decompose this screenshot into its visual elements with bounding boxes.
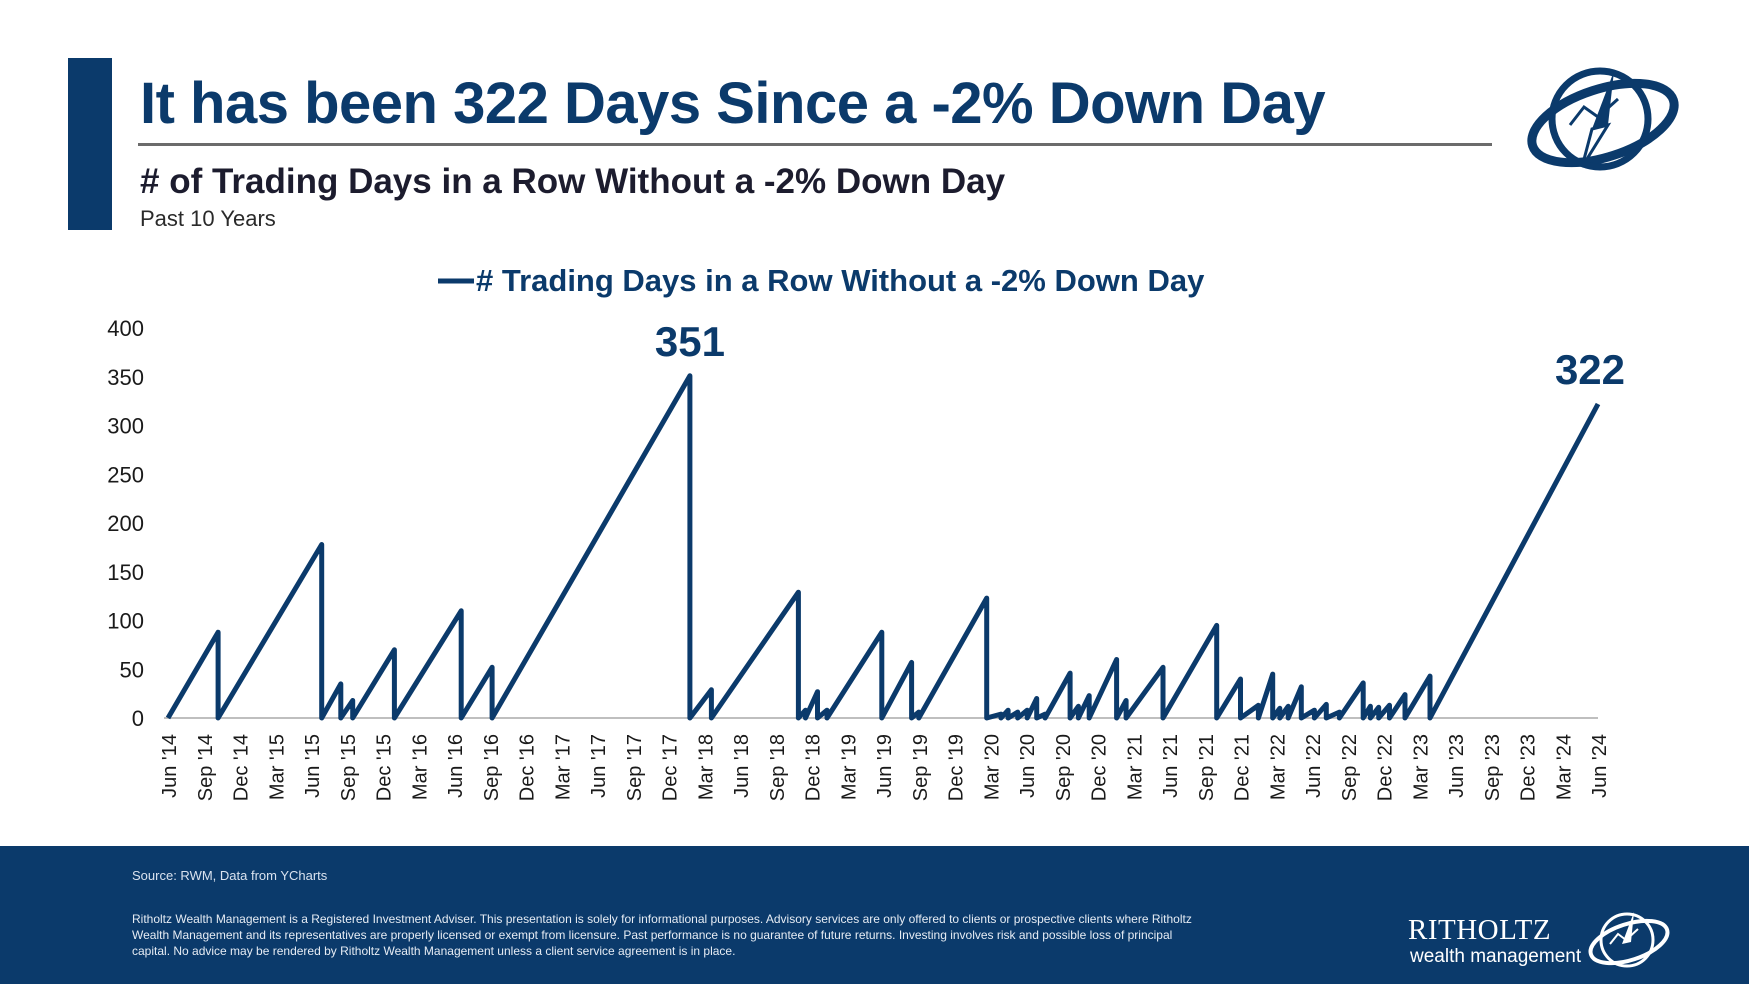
x-tick-label: Sep '19: [910, 734, 932, 801]
annotation-label: 322: [1555, 346, 1625, 393]
x-tick-label: Jun '16: [445, 734, 467, 798]
y-tick-label: 50: [120, 657, 144, 682]
x-tick-label: Sep '22: [1339, 734, 1361, 801]
x-tick-label: Mar '18: [695, 734, 717, 800]
y-tick-label: 200: [107, 511, 144, 536]
x-tick-label: Dec '23: [1518, 734, 1540, 801]
x-tick-label: Jun '17: [588, 734, 610, 798]
y-tick-label: 100: [107, 609, 144, 634]
x-tick-label: Dec '16: [517, 734, 539, 801]
x-tick-label: Jun '18: [731, 734, 753, 798]
x-tick-label: Jun '24: [1589, 734, 1611, 798]
y-tick-label: 350: [107, 365, 144, 390]
x-tick-label: Mar '19: [838, 734, 860, 800]
x-tick-label: Jun '22: [1303, 734, 1325, 798]
x-tick-label: Dec '22: [1375, 734, 1397, 801]
x-tick-label: Sep '17: [624, 734, 646, 801]
x-tick-label: Mar '21: [1124, 734, 1146, 800]
annotation-label: 351: [655, 318, 725, 365]
source-note: Source: RWM, Data from YCharts: [132, 868, 328, 883]
compass-globe-icon: [1527, 67, 1679, 171]
x-tick-label: Mar '24: [1553, 734, 1575, 800]
x-tick-label: Dec '17: [660, 734, 682, 801]
y-tick-label: 250: [107, 462, 144, 487]
x-tick-label: Dec '19: [946, 734, 968, 801]
x-tick-label: Sep '16: [481, 734, 503, 801]
x-tick-label: Jun '21: [1160, 734, 1182, 798]
x-tick-label: Jun '23: [1446, 734, 1468, 798]
chart-legend: # Trading Days in a Row Without a -2% Do…: [438, 263, 1205, 298]
line-chart: # Trading Days in a Row Without a -2% Do…: [107, 263, 1625, 801]
page-title: It has been 322 Days Since a -2% Down Da…: [140, 71, 1326, 136]
disclaimer-text: Ritholtz Wealth Management is a Register…: [132, 912, 1192, 958]
x-tick-label: Sep '21: [1196, 734, 1218, 801]
brand-tagline: wealth management: [1410, 946, 1582, 967]
x-tick-label: Mar '20: [981, 734, 1003, 800]
y-tick-label: 150: [107, 560, 144, 585]
y-tick-label: 400: [107, 316, 144, 341]
x-tick-label: Sep '23: [1482, 734, 1504, 801]
title-divider: [138, 143, 1492, 146]
y-tick-label: 300: [107, 414, 144, 439]
y-tick-label: 0: [132, 706, 144, 731]
period-label: Past 10 Years: [140, 206, 276, 231]
x-tick-label: Sep '14: [195, 734, 217, 801]
x-tick-label: Dec '14: [231, 734, 253, 801]
x-tick-label: Sep '18: [767, 734, 789, 801]
brand-logo: RITHOLTZ wealth management: [1408, 912, 1678, 974]
x-axis: Jun '14 Sep '14 Dec '14 Mar '15 Jun '15 Sep '…: [159, 717, 1611, 801]
x-tick-label: Sep '20: [1053, 734, 1075, 801]
compass-globe-small-icon: [1588, 912, 1670, 968]
title-accent-bar: [68, 58, 112, 230]
x-tick-label: Mar '22: [1267, 734, 1289, 800]
x-tick-label: Sep '15: [338, 734, 360, 801]
x-tick-label: Dec '21: [1232, 734, 1254, 801]
x-tick-label: Dec '15: [374, 734, 396, 801]
x-tick-label: Mar '15: [266, 734, 288, 800]
x-tick-label: Dec '18: [803, 734, 825, 801]
series-line-trading-days: [165, 373, 1601, 721]
x-tick-label: Jun '15: [302, 734, 324, 798]
x-tick-label: Jun '14: [159, 734, 181, 798]
x-tick-label: Jun '19: [874, 734, 896, 798]
x-tick-label: Mar '17: [552, 734, 574, 800]
legend-label: # Trading Days in a Row Without a -2% Do…: [476, 263, 1205, 298]
footer: Source: RWM, Data from YCharts Ritholtz …: [0, 846, 1749, 984]
y-axis: 0 50 100 150 200 250 300 350 400: [107, 316, 144, 731]
chart-subtitle: # of Trading Days in a Row Without a -2%…: [140, 162, 1006, 201]
x-tick-label: Dec '20: [1089, 734, 1111, 801]
x-tick-label: Jun '20: [1017, 734, 1039, 798]
chart-annotations: 351 322: [655, 318, 1625, 393]
brand-name: RITHOLTZ: [1408, 914, 1552, 946]
x-tick-label: Mar '23: [1410, 734, 1432, 800]
x-tick-label: Mar '16: [409, 734, 431, 800]
